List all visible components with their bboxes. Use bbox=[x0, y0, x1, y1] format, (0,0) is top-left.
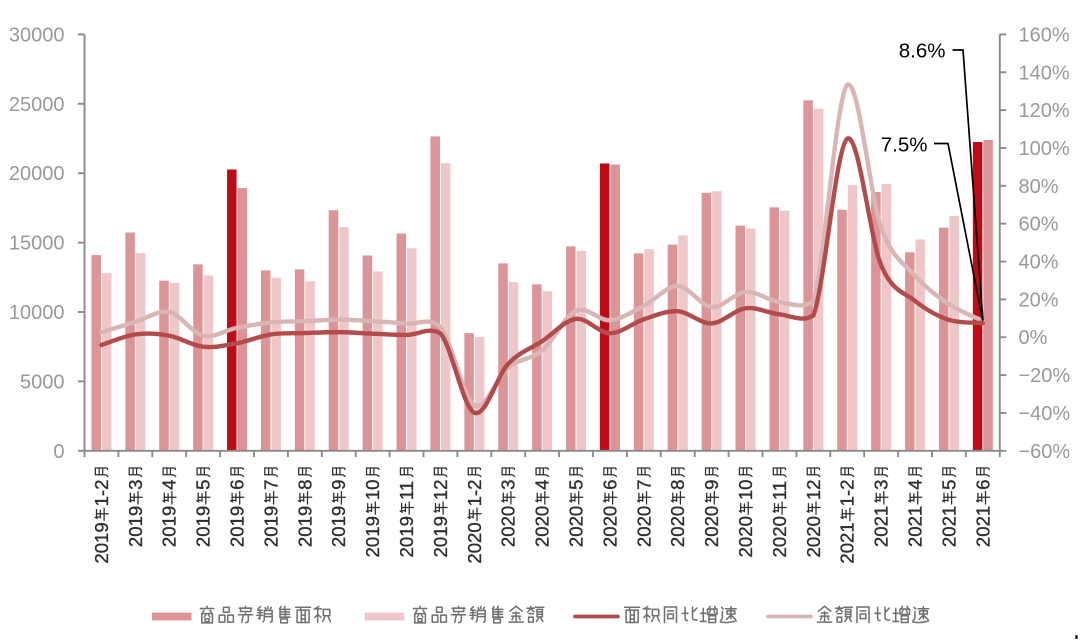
svg-text:2019: 2019 bbox=[396, 516, 417, 557]
svg-text:1-2: 1-2 bbox=[837, 479, 858, 506]
svg-text:9: 9 bbox=[328, 479, 349, 489]
svg-text:7: 7 bbox=[260, 479, 281, 489]
svg-text:2020: 2020 bbox=[599, 506, 620, 547]
svg-text:2020: 2020 bbox=[464, 522, 485, 563]
svg-text:6: 6 bbox=[972, 479, 993, 489]
svg-text:60%: 60% bbox=[1019, 214, 1059, 236]
svg-text:5000: 5000 bbox=[20, 371, 65, 393]
svg-text:2020: 2020 bbox=[803, 516, 824, 557]
svg-text:10: 10 bbox=[735, 479, 756, 500]
svg-text:9: 9 bbox=[701, 479, 722, 489]
svg-text:2019: 2019 bbox=[159, 506, 180, 547]
svg-text:2020: 2020 bbox=[667, 506, 688, 547]
svg-text:100%: 100% bbox=[1019, 138, 1070, 160]
svg-text:−60%: −60% bbox=[1019, 441, 1071, 463]
svg-text:10000: 10000 bbox=[9, 302, 65, 324]
svg-text:−40%: −40% bbox=[1019, 403, 1071, 425]
svg-text:20%: 20% bbox=[1019, 289, 1059, 311]
svg-text:12: 12 bbox=[803, 479, 824, 500]
svg-text:2021: 2021 bbox=[938, 506, 959, 547]
svg-text:3: 3 bbox=[871, 479, 892, 489]
svg-text:140%: 140% bbox=[1019, 62, 1070, 84]
svg-text:2021: 2021 bbox=[871, 506, 892, 547]
svg-text:2020: 2020 bbox=[701, 506, 722, 547]
svg-text:11: 11 bbox=[769, 481, 790, 500]
svg-text:2020: 2020 bbox=[633, 506, 654, 547]
svg-text:2019: 2019 bbox=[260, 506, 281, 547]
svg-text:80%: 80% bbox=[1019, 176, 1059, 198]
svg-text:11: 11 bbox=[396, 481, 417, 500]
svg-text:6: 6 bbox=[599, 479, 620, 489]
svg-text:8: 8 bbox=[294, 479, 315, 489]
svg-text:30000: 30000 bbox=[9, 24, 65, 46]
svg-text:10: 10 bbox=[362, 479, 383, 500]
svg-text:−20%: −20% bbox=[1019, 365, 1071, 387]
svg-text:2020: 2020 bbox=[498, 506, 519, 547]
svg-text:2019: 2019 bbox=[430, 516, 451, 557]
svg-text:2019: 2019 bbox=[328, 506, 349, 547]
svg-text:5: 5 bbox=[938, 479, 959, 489]
svg-text:2019: 2019 bbox=[91, 522, 112, 563]
svg-text:2019: 2019 bbox=[362, 516, 383, 557]
svg-text:40%: 40% bbox=[1019, 252, 1059, 274]
svg-text:2021: 2021 bbox=[972, 506, 993, 547]
svg-text:7: 7 bbox=[633, 479, 654, 489]
svg-text:6: 6 bbox=[226, 479, 247, 489]
svg-text:2019: 2019 bbox=[125, 506, 146, 547]
svg-text:12: 12 bbox=[430, 479, 451, 500]
svg-text:1-2: 1-2 bbox=[464, 479, 485, 506]
svg-text:15000: 15000 bbox=[9, 233, 65, 255]
svg-text:8: 8 bbox=[667, 479, 688, 489]
svg-text:5: 5 bbox=[193, 479, 214, 489]
svg-text:2019: 2019 bbox=[294, 506, 315, 547]
svg-text:2020: 2020 bbox=[735, 516, 756, 557]
svg-text:5: 5 bbox=[565, 479, 586, 489]
svg-text:0%: 0% bbox=[1019, 327, 1048, 349]
svg-text:2020: 2020 bbox=[769, 516, 790, 557]
svg-text:3: 3 bbox=[498, 479, 519, 489]
svg-text:120%: 120% bbox=[1019, 100, 1070, 122]
svg-text:160%: 160% bbox=[1019, 24, 1070, 46]
svg-text:4: 4 bbox=[532, 479, 553, 489]
svg-text:3: 3 bbox=[125, 479, 146, 489]
svg-text:0: 0 bbox=[53, 441, 64, 463]
svg-text:8.6%: 8.6% bbox=[899, 40, 946, 63]
svg-text:20000: 20000 bbox=[9, 163, 65, 185]
svg-text:4: 4 bbox=[904, 479, 925, 489]
svg-text:25000: 25000 bbox=[9, 94, 65, 116]
svg-text:7.5%: 7.5% bbox=[881, 134, 928, 157]
svg-text:2020: 2020 bbox=[532, 506, 553, 547]
svg-text:2020: 2020 bbox=[565, 506, 586, 547]
svg-text:2019: 2019 bbox=[193, 506, 214, 547]
svg-text:2021: 2021 bbox=[837, 522, 858, 563]
svg-text:2019: 2019 bbox=[226, 506, 247, 547]
svg-text:2021: 2021 bbox=[904, 506, 925, 547]
svg-text:1-2: 1-2 bbox=[91, 479, 112, 506]
svg-text:4: 4 bbox=[159, 479, 180, 489]
